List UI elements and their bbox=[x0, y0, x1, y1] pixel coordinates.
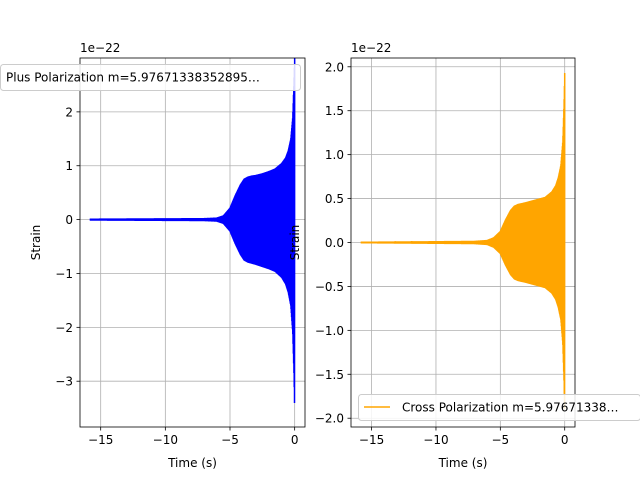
plus-y-tick-label: −3 bbox=[55, 375, 73, 389]
plus-y-tick-label: −1 bbox=[55, 267, 73, 281]
cross-polarization-axes: −15 −10 −5 0 −2.0 −1.5 −1.0 −0.5 0.0 0.5 1.0 1.5 2.0… bbox=[288, 41, 640, 470]
plus-y-tick-label: 1 bbox=[65, 159, 73, 173]
cross-y-tick-label: −1.5 bbox=[315, 368, 344, 382]
plus-y-tick-label: −2 bbox=[55, 321, 73, 335]
cross-legend: Cross Polarization m=5.97671338… bbox=[358, 394, 640, 421]
cross-x-axis-label: Time (s) bbox=[438, 456, 488, 470]
cross-y-tick: −0.5 bbox=[315, 280, 351, 294]
plus-y-tick-label: 0 bbox=[65, 213, 73, 227]
plus-legend-box bbox=[0, 64, 301, 91]
plus-offset-text: 1e−22 bbox=[80, 41, 120, 55]
cross-y-axis-label: Strain bbox=[288, 225, 302, 261]
cross-y-tick: −2.0 bbox=[315, 412, 351, 426]
cross-x-tick-label: −15 bbox=[359, 433, 384, 447]
cross-x-tick-label: −10 bbox=[423, 433, 448, 447]
cross-y-tick: 1.5 bbox=[325, 104, 351, 118]
cross-y-tick-label: 1.5 bbox=[325, 104, 344, 118]
plus-y-tick: 2 bbox=[65, 105, 80, 119]
plus-y-tick: −3 bbox=[55, 375, 80, 389]
cross-x-tick-label: 0 bbox=[561, 433, 569, 447]
plus-axes-frame bbox=[79, 57, 306, 428]
cross-y-tick-label: −2.0 bbox=[315, 412, 344, 426]
plus-y-tick-label: 2 bbox=[65, 105, 73, 119]
cross-x-tick: −5 bbox=[491, 427, 509, 447]
cross-x-tick: −15 bbox=[359, 427, 384, 447]
plus-y-tick: −2 bbox=[55, 321, 80, 335]
cross-y-tick-label: 0.0 bbox=[325, 236, 344, 250]
cross-y-tick-label: −0.5 bbox=[315, 280, 344, 294]
cross-y-tick: 2.0 bbox=[325, 60, 351, 74]
cross-y-tick: −1.5 bbox=[315, 368, 351, 382]
cross-y-tick-label: −1.0 bbox=[315, 324, 344, 338]
cross-legend-box bbox=[358, 394, 640, 421]
plus-x-tick-label: −10 bbox=[153, 433, 178, 447]
cross-y-tick: −1.0 bbox=[315, 324, 351, 338]
plus-x-tick-label: 0 bbox=[291, 433, 299, 447]
cross-strain-line bbox=[360, 72, 566, 409]
plus-y-tick: −1 bbox=[55, 267, 80, 281]
cross-legend-label: Cross Polarization m=5.97671338… bbox=[402, 401, 619, 415]
plus-x-tick: −10 bbox=[153, 427, 178, 447]
plus-x-tick-label: −5 bbox=[221, 433, 239, 447]
plus-legend-label: Plus Polarization m=5.97671338352895… bbox=[6, 71, 260, 85]
cross-offset-text: 1e−22 bbox=[351, 41, 391, 55]
plus-legend: Plus Polarization m=5.97671338352895… bbox=[0, 64, 301, 91]
plus-strain-line bbox=[89, 58, 296, 403]
plus-x-axis-label: Time (s) bbox=[167, 456, 217, 470]
plus-y-tick: 0 bbox=[65, 213, 80, 227]
plus-x-tick: −5 bbox=[221, 427, 239, 447]
cross-y-tick: 1.0 bbox=[325, 148, 351, 162]
cross-y-tick-label: 2.0 bbox=[325, 60, 344, 74]
plus-x-tick-label: −15 bbox=[88, 433, 113, 447]
plus-y-axis-label: Strain bbox=[29, 225, 43, 261]
cross-y-tick: 0.5 bbox=[325, 192, 351, 206]
plus-x-tick: 0 bbox=[291, 427, 299, 447]
cross-x-tick: −10 bbox=[423, 427, 449, 447]
plus-x-tick: −15 bbox=[88, 427, 113, 447]
cross-y-tick-label: 1.0 bbox=[325, 148, 344, 162]
plus-y-tick: 1 bbox=[65, 159, 80, 173]
cross-x-tick-label: −5 bbox=[491, 433, 509, 447]
cross-y-tick-label: 0.5 bbox=[325, 192, 344, 206]
cross-y-tick: 0.0 bbox=[325, 236, 351, 250]
cross-x-tick: 0 bbox=[561, 427, 569, 447]
